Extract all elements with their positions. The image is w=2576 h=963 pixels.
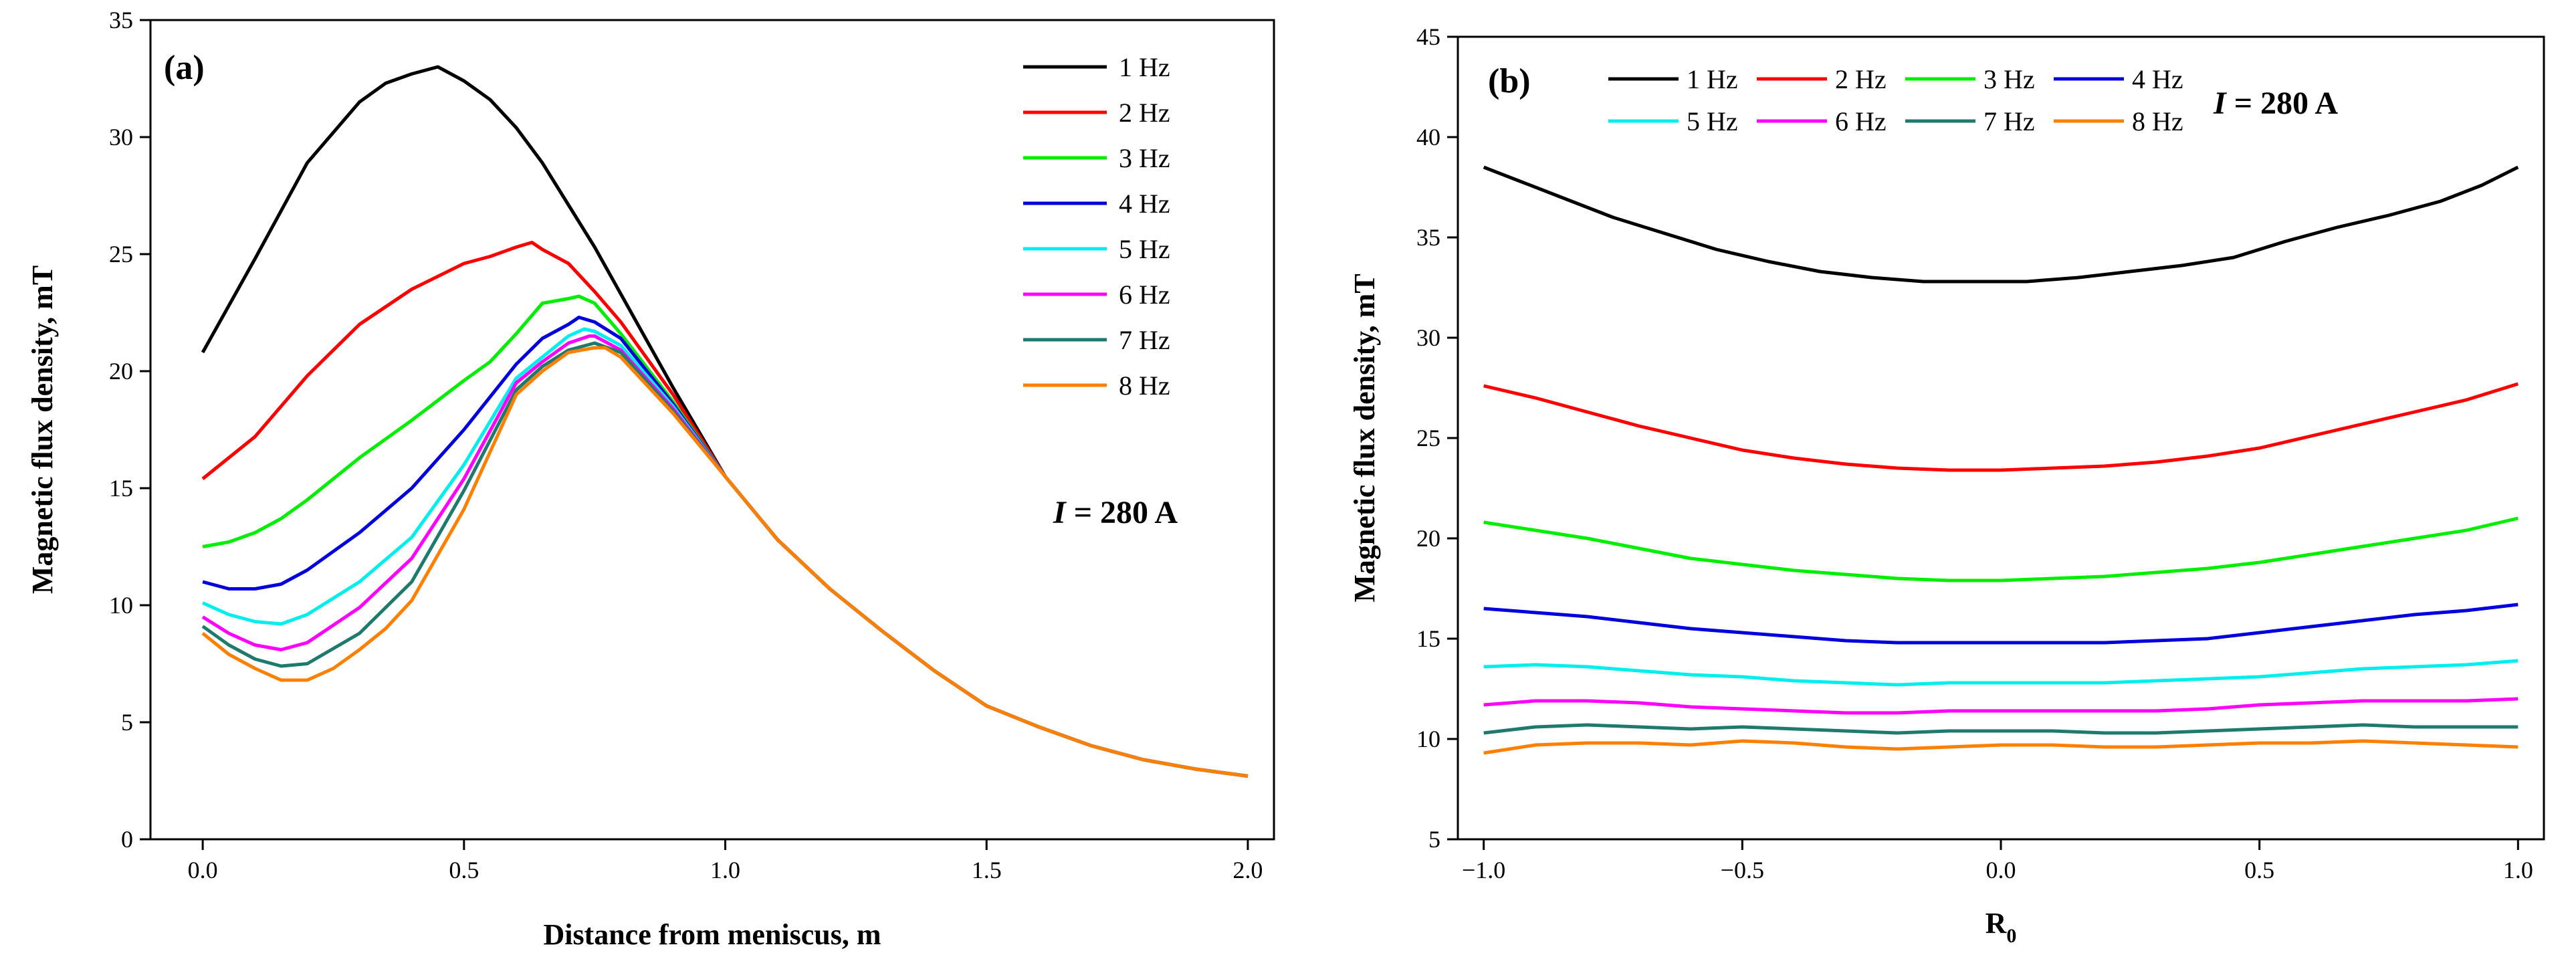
legend-label: 5 Hz [1119, 234, 1170, 264]
legend-label: 2 Hz [1119, 98, 1170, 128]
y-tick-label: 5 [1428, 826, 1440, 853]
y-tick-label: 10 [1416, 726, 1440, 752]
y-tick-label: 20 [109, 358, 133, 385]
y-axis-title: Magnetic flux density, mT [1348, 274, 1381, 602]
x-tick-label: 0.0 [1986, 857, 2016, 883]
y-tick-label: 40 [1416, 124, 1440, 150]
x-tick-label: −1.0 [1462, 857, 1505, 883]
y-tick-label: 30 [1416, 324, 1440, 351]
legend-label: 1 Hz [1687, 64, 1738, 94]
x-tick-label: 1.0 [710, 857, 740, 883]
x-axis-title: Distance from meniscus, m [543, 918, 881, 951]
x-tick-label: 2.0 [1232, 857, 1263, 883]
legend-label: 6 Hz [1835, 106, 1887, 136]
legend-label: 4 Hz [2132, 64, 2183, 94]
y-tick-label: 35 [1416, 224, 1440, 251]
legend-label: 8 Hz [2132, 106, 2183, 136]
panel-label: (a) [164, 49, 205, 87]
current-value: = 280 A [2226, 86, 2339, 121]
x-tick-label: −0.5 [1721, 857, 1764, 883]
legend-label: 4 Hz [1119, 189, 1170, 219]
x-tick-label: 1.5 [972, 857, 1002, 883]
legend-label: 7 Hz [1119, 325, 1170, 355]
legend: 1 Hz 2 Hz 3 Hz 4 Hz 5 Hz 6 Hz 7 Hz 8 Hz [1608, 64, 2183, 136]
panel-a: 0.0 0.5 1.0 1.5 2.0 0 5 10 15 20 25 30 35 Distance fr… [26, 7, 1275, 951]
y-tick-label: 5 [121, 709, 133, 736]
x-tick-label: 1.0 [2503, 857, 2533, 883]
y-tick-label: 25 [109, 241, 133, 268]
legend-label: 3 Hz [1119, 143, 1170, 173]
y-tick-label: 20 [1416, 525, 1440, 552]
x-axis-title: R0 [1985, 907, 2017, 947]
y-tick-label: 0 [121, 826, 133, 853]
current-annotation: I = 280 A [2213, 86, 2338, 121]
series-line-1hz [1483, 165, 2519, 284]
legend-label: 2 Hz [1835, 64, 1887, 94]
series-line-8hz [201, 346, 1249, 778]
legend-label: 3 Hz [1983, 64, 2035, 94]
series-lines [1483, 165, 2519, 755]
series-line-3hz [1483, 516, 2518, 582]
y-tick-label: 15 [1416, 625, 1440, 652]
series-line-8hz [1483, 739, 2518, 755]
y-tick-label: 35 [109, 7, 133, 33]
series-line-4hz [1483, 603, 2518, 645]
series-line-6hz [1483, 697, 2518, 715]
legend-label: 1 Hz [1119, 52, 1170, 82]
current-value: = 280 A [1066, 495, 1178, 530]
plot-frame [149, 19, 1275, 841]
x-tick-label: 0.5 [449, 857, 479, 883]
y-tick-label: 10 [109, 592, 133, 619]
current-annotation: I = 280 A [1053, 495, 1178, 530]
series-line-2hz [1483, 382, 2519, 472]
series-line-5hz [1483, 659, 2518, 687]
series-lines [201, 65, 1249, 778]
y-tick-label: 45 [1416, 23, 1440, 50]
legend-label: 6 Hz [1119, 280, 1170, 310]
y-tick-label: 15 [109, 475, 133, 502]
current-symbol: I [1053, 495, 1067, 530]
panel-b: −1.0 −0.5 0.0 0.5 1.0 5 10 15 20 25 30 35 40 45 R0 Magn… [1348, 23, 2545, 947]
y-axis-title: Magnetic flux density, mT [26, 265, 59, 594]
x-axis-title-text: R [1985, 907, 2008, 940]
x-axis-title-subscript: 0 [2006, 925, 2016, 947]
y-tick-label: 30 [109, 124, 133, 150]
legend-label: 8 Hz [1119, 370, 1170, 401]
legend-label: 7 Hz [1983, 106, 2035, 136]
legend-label: 5 Hz [1687, 106, 1738, 136]
series-line-7hz [1483, 723, 2518, 735]
panel-label: (b) [1488, 62, 1531, 100]
x-tick-label: 0.0 [188, 857, 218, 883]
current-symbol: I [2213, 86, 2228, 121]
legend: 1 Hz 2 Hz 3 Hz 4 Hz 5 Hz 6 Hz 7 Hz 8 Hz [1023, 52, 1170, 401]
x-axis-title-text: Distance from meniscus, m [543, 918, 881, 951]
y-tick-label: 25 [1416, 425, 1440, 451]
x-tick-label: 0.5 [2244, 857, 2274, 883]
